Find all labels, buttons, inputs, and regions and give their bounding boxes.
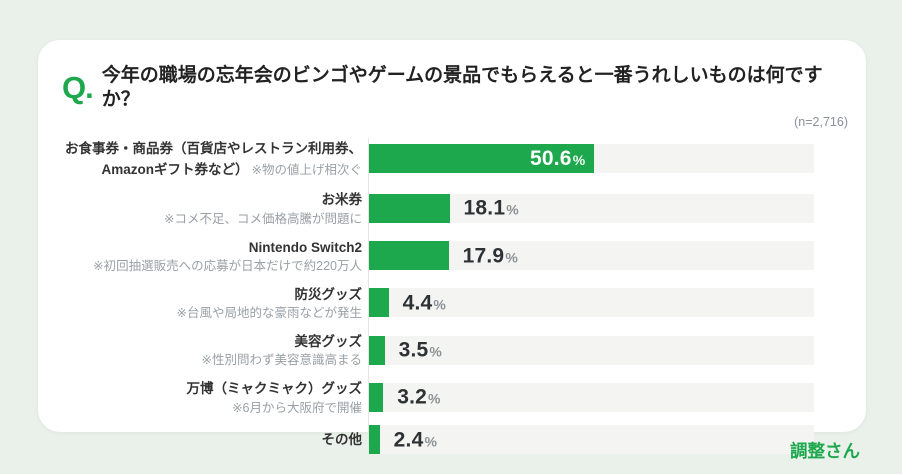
bar-area: 4.4%	[369, 288, 814, 318]
category-label: 美容グッズ ※性別問わず美容意識高まる	[62, 331, 362, 369]
question-title: 今年の職場の忘年会のビンゴやゲームの景品でもらえると一番うれしいものは何ですか？	[101, 65, 823, 110]
bar-area: 2.4%	[369, 425, 814, 455]
bar-value: 3.2%	[397, 385, 441, 409]
chart-card: Q. 今年の職場の忘年会のビンゴやゲームの景品でもらえると一番うれしいものは何で…	[38, 40, 866, 455]
bar	[369, 193, 450, 223]
chart-row: その他 2.4%	[62, 425, 866, 455]
bar	[369, 241, 449, 271]
question-header: Q. 今年の職場の忘年会のビンゴやゲームの景品でもらえると一番うれしいものは何で…	[38, 40, 866, 112]
bar	[369, 425, 380, 455]
bar-area: 17.9%	[369, 241, 814, 271]
category-name: 防災グッズ	[294, 286, 363, 302]
bar-track	[369, 335, 814, 365]
category-name: 美容グッズ	[294, 333, 363, 349]
chart-row: Nintendo Switch2 ※初回抽選販売への応募が日本だけで約220万人 …	[62, 237, 866, 275]
category-name: その他	[321, 432, 363, 448]
chart-row: 防災グッズ ※台風や局地的な豪雨などが発生 4.4%	[62, 284, 866, 322]
category-label: 万博（ミャクミャク）グッズ ※6月から大阪府で開催	[62, 378, 363, 416]
bar-value: 17.9%	[462, 244, 518, 268]
chart-row: お米券 ※コメ不足、コメ価格高騰が問題に 18.1%	[62, 189, 866, 227]
bar-value: 18.1%	[463, 196, 519, 220]
bar-track	[369, 382, 814, 412]
bar: 50.6%	[369, 144, 595, 174]
category-note: ※台風や局地的な豪雨などが発生	[176, 306, 362, 321]
sample-size: (n=2,716)	[794, 114, 848, 129]
bar	[369, 382, 384, 412]
bar-value: 4.4%	[402, 291, 446, 315]
bar-area: 3.5%	[369, 335, 814, 365]
category-note: ※性別問わず美容意識高まる	[201, 353, 362, 368]
category-note: ※コメ不足、コメ価格高騰が問題に	[164, 211, 362, 226]
category-name: お食事券・商品券（百貨店やレストラン利用券、Amazonギフト券など）	[65, 140, 362, 177]
category-note: ※初回抽選販売への応募が日本だけで約220万人	[93, 259, 362, 273]
bar-area: 3.2%	[369, 382, 814, 412]
category-name: お米券	[321, 192, 363, 208]
bar-area: 50.6%	[369, 144, 814, 174]
chart-row: 万博（ミャクミャク）グッズ ※6月から大阪府で開催 3.2%	[62, 378, 866, 416]
category-note: ※物の値上げ相次ぐ	[251, 162, 362, 177]
category-label: Nintendo Switch2 ※初回抽選販売への応募が日本だけで約220万人	[62, 237, 362, 275]
brand-logo: 調整さん	[790, 441, 860, 461]
bar	[369, 335, 385, 365]
bar	[369, 288, 389, 318]
bar-chart: お食事券・商品券（百貨店やレストラン利用券、Amazonギフト券など） ※物の値上…	[38, 137, 866, 455]
chart-row: お食事券・商品券（百貨店やレストラン利用券、Amazonギフト券など） ※物の値上…	[62, 138, 866, 181]
category-name: 万博（ミャクミャク）グッズ	[186, 381, 363, 397]
question-mark-icon: Q.	[62, 70, 94, 106]
bar-value: 50.6%	[530, 147, 586, 171]
bar-value: 3.5%	[398, 338, 442, 362]
bar-area: 18.1%	[369, 193, 814, 223]
bar-value: 2.4%	[393, 428, 437, 452]
category-label: お米券 ※コメ不足、コメ価格高騰が問題に	[62, 189, 362, 227]
bar-track	[369, 288, 814, 318]
category-label: 防災グッズ ※台風や局地的な豪雨などが発生	[62, 284, 362, 322]
chart-rows: お食事券・商品券（百貨店やレストラン利用券、Amazonギフト券など） ※物の値上…	[62, 138, 866, 455]
bar-track	[369, 425, 814, 455]
category-label: その他	[62, 429, 363, 450]
category-name: Nintendo Switch2	[248, 239, 362, 255]
category-note: ※6月から大阪府で開催	[232, 400, 362, 415]
chart-row: 美容グッズ ※性別問わず美容意識高まる 3.5%	[62, 331, 866, 369]
category-label: お食事券・商品券（百貨店やレストラン利用券、Amazonギフト券など） ※物の値上…	[62, 138, 362, 181]
